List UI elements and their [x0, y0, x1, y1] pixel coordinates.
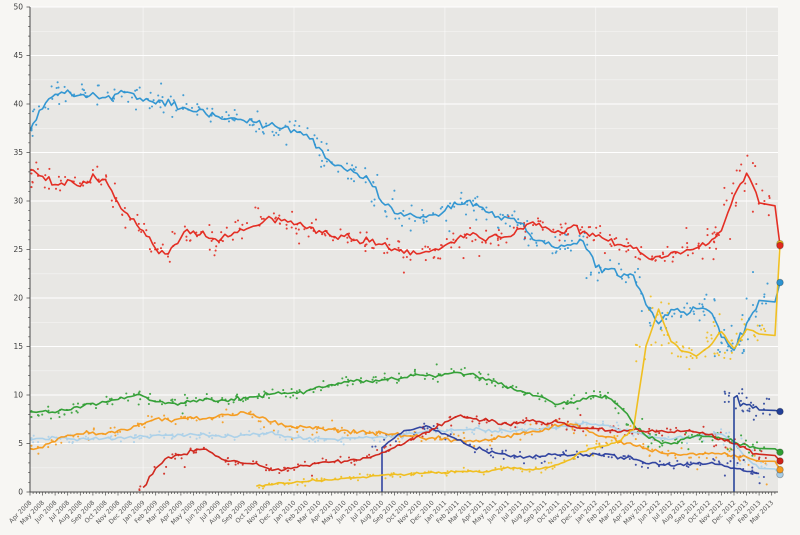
- trend-orange: [29, 411, 781, 471]
- trend-navy-2010: [381, 424, 760, 492]
- end-marker-green: [776, 448, 784, 456]
- scatter-navy-2012: [723, 388, 771, 421]
- y-tick-label: 25: [13, 245, 23, 254]
- scatter-green: [30, 363, 766, 457]
- trend-blue: [29, 89, 781, 351]
- y-tick-label: 5: [18, 439, 23, 448]
- end-marker-red: [776, 241, 784, 250]
- y-tick-label: 40: [13, 100, 23, 109]
- trend-navy-2012: [733, 394, 781, 492]
- y-tick-label: 50: [13, 3, 23, 12]
- axis-ticks: [26, 6, 776, 496]
- trend-red: [29, 169, 781, 261]
- end-marker-navy-2012: [776, 407, 784, 416]
- minor-gridlines: [30, 30, 778, 469]
- y-tick-label: 10: [13, 391, 23, 400]
- scatter-blue: [30, 81, 769, 358]
- y-tick-label: 35: [13, 148, 23, 157]
- y-tick-label: 0: [18, 488, 23, 497]
- trend-green: [29, 371, 781, 453]
- trend-yellow: [255, 243, 781, 488]
- y-tick-label: 20: [13, 294, 23, 303]
- y-tick-label: 15: [13, 342, 23, 351]
- trend-dark-red: [142, 414, 781, 489]
- y-tick-label: 45: [13, 51, 23, 60]
- y-tick-label: 30: [13, 197, 23, 206]
- end-marker-blue: [776, 278, 784, 287]
- scatter-red: [30, 154, 771, 274]
- end-marker-orange: [776, 465, 784, 474]
- end-marker-dark-red: [776, 457, 784, 465]
